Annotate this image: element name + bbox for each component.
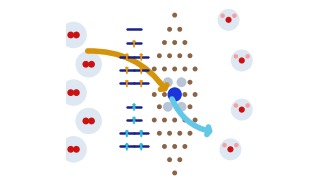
Circle shape	[239, 107, 245, 113]
Circle shape	[177, 53, 182, 58]
Circle shape	[157, 131, 162, 136]
Circle shape	[172, 13, 177, 18]
Circle shape	[167, 80, 172, 85]
Circle shape	[157, 53, 162, 58]
Circle shape	[172, 40, 177, 45]
Circle shape	[177, 104, 182, 109]
Circle shape	[60, 136, 87, 163]
Circle shape	[73, 89, 80, 96]
Circle shape	[167, 104, 172, 109]
Circle shape	[163, 102, 173, 112]
Circle shape	[167, 53, 172, 58]
Circle shape	[157, 104, 162, 109]
Circle shape	[182, 67, 187, 71]
Circle shape	[177, 102, 187, 112]
Circle shape	[232, 13, 237, 18]
Circle shape	[231, 99, 253, 121]
Circle shape	[177, 131, 182, 136]
Circle shape	[82, 61, 89, 68]
Circle shape	[82, 118, 89, 124]
Circle shape	[193, 92, 197, 97]
Circle shape	[88, 61, 95, 68]
Circle shape	[163, 77, 173, 87]
Circle shape	[88, 118, 95, 124]
Circle shape	[225, 17, 232, 23]
Circle shape	[73, 146, 80, 153]
Circle shape	[187, 104, 193, 109]
Circle shape	[187, 53, 193, 58]
Circle shape	[75, 108, 102, 134]
Circle shape	[187, 131, 193, 136]
Circle shape	[245, 54, 250, 59]
Circle shape	[234, 54, 238, 59]
Circle shape	[162, 144, 167, 149]
Circle shape	[193, 67, 197, 71]
Circle shape	[221, 13, 225, 18]
Circle shape	[182, 118, 187, 122]
Circle shape	[177, 77, 187, 87]
Circle shape	[172, 67, 177, 71]
Circle shape	[177, 27, 182, 32]
Circle shape	[162, 118, 167, 122]
Circle shape	[168, 87, 182, 102]
Circle shape	[152, 118, 157, 122]
Circle shape	[167, 27, 172, 32]
Circle shape	[162, 67, 167, 71]
Circle shape	[222, 143, 227, 147]
Circle shape	[187, 80, 193, 85]
Circle shape	[234, 103, 238, 108]
Circle shape	[157, 80, 162, 85]
Circle shape	[234, 143, 239, 147]
Circle shape	[172, 144, 177, 149]
Circle shape	[220, 138, 241, 160]
Circle shape	[67, 32, 74, 38]
Circle shape	[75, 51, 102, 77]
Circle shape	[60, 79, 87, 106]
Circle shape	[167, 157, 172, 162]
Circle shape	[152, 92, 157, 97]
Circle shape	[172, 170, 177, 175]
Circle shape	[73, 32, 80, 38]
Circle shape	[172, 118, 177, 122]
Circle shape	[162, 92, 167, 97]
Circle shape	[182, 144, 187, 149]
Circle shape	[239, 57, 245, 64]
Circle shape	[182, 40, 187, 45]
Circle shape	[182, 92, 187, 97]
Circle shape	[152, 67, 157, 71]
Circle shape	[162, 40, 167, 45]
Circle shape	[167, 131, 172, 136]
Circle shape	[67, 146, 74, 153]
Circle shape	[227, 146, 233, 152]
Circle shape	[177, 157, 182, 162]
Circle shape	[218, 9, 239, 31]
Circle shape	[231, 50, 253, 71]
Circle shape	[67, 89, 74, 96]
Circle shape	[177, 80, 182, 85]
Circle shape	[245, 103, 250, 108]
Circle shape	[193, 118, 197, 122]
Circle shape	[60, 22, 87, 48]
